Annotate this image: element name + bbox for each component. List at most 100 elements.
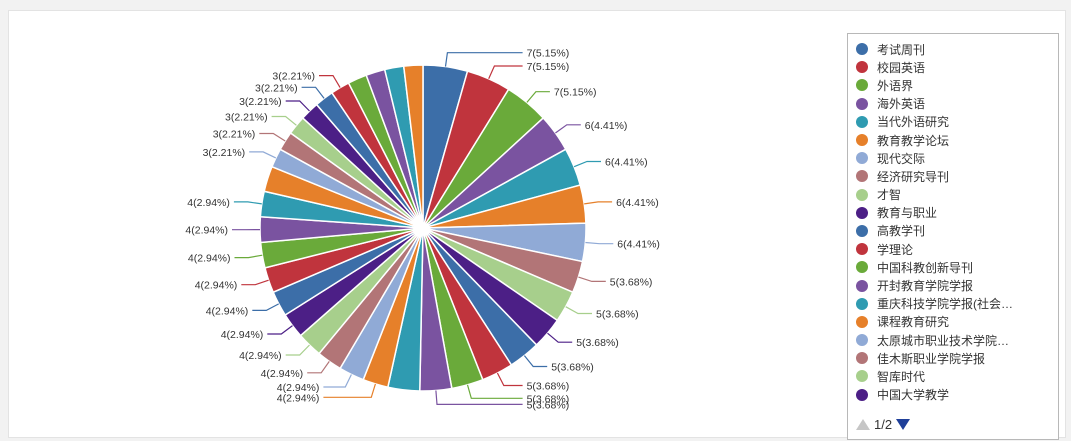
data-label: 7(5.15%) (527, 48, 570, 60)
legend-item[interactable]: 海外英语 (856, 95, 1052, 113)
label-leader-line (526, 91, 550, 103)
data-label: 4(2.94%) (239, 350, 282, 362)
pie-slice[interactable] (402, 64, 424, 229)
legend-item[interactable]: 中国大学教学 (856, 386, 1052, 404)
data-label: 5(3.68%) (610, 276, 653, 288)
label-leader-line (323, 374, 352, 388)
legend-label: 课程教育研究 (877, 315, 950, 330)
pie-chart: 7(5.15%)7(5.15%)7(5.15%)6(4.41%)6(4.41%)… (185, 48, 660, 412)
data-label: 6(4.41%) (605, 157, 648, 169)
data-label: 4(2.94%) (188, 253, 231, 265)
label-leader-line (307, 361, 330, 374)
data-label: 5(3.68%) (527, 381, 570, 393)
legend-swatch (856, 261, 868, 274)
label-leader-line (488, 65, 523, 80)
legend-label: 太原城市职业技术学院… (877, 333, 1010, 348)
legend-item[interactable]: 考试周刊 (856, 40, 1052, 58)
legend-item[interactable]: 太原城市职业技术学院… (856, 331, 1052, 349)
data-label: 5(3.68%) (596, 309, 639, 321)
pie-center (418, 223, 428, 233)
data-label: 5(3.68%) (551, 362, 594, 374)
label-leader-line (323, 383, 376, 398)
legend-item[interactable]: 现代交际 (856, 149, 1052, 167)
legend-swatch (856, 170, 868, 183)
legend-label: 外语界 (877, 78, 914, 93)
legend-label: 海外英语 (877, 97, 926, 112)
legend-label: 高教学刊 (877, 224, 926, 239)
label-leader-line (319, 74, 341, 88)
legend-item[interactable]: 高教学刊 (856, 222, 1052, 240)
legend-swatch (856, 97, 868, 110)
label-leader-line (267, 325, 293, 335)
legend-pager: 1/2 (856, 414, 911, 434)
data-label: 4(2.94%) (277, 382, 320, 394)
legend-item[interactable]: 教育教学论坛 (856, 131, 1052, 149)
data-label: 4(2.94%) (187, 197, 230, 209)
legend-swatch (856, 243, 868, 256)
legend-swatch (856, 79, 868, 92)
legend-swatch (856, 43, 868, 56)
legend-label: 智库时代 (877, 369, 926, 384)
legend-list: 考试周刊校园英语外语界海外英语当代外语研究 教育教学论坛现代交际 经济研究导刊才智教… (856, 40, 1052, 406)
legend-item[interactable]: 教育与职业 (856, 204, 1052, 222)
label-leader-line (285, 100, 310, 112)
data-label: 3(2.21%) (255, 82, 298, 94)
legend-item[interactable]: 经济研究导刊 (856, 167, 1052, 185)
legend-item[interactable]: 智库时代 (856, 367, 1052, 385)
legend-swatch (856, 297, 868, 310)
legend-label: 校园英语 (877, 60, 926, 75)
legend-swatch (856, 352, 868, 365)
legend-label: 考试周刊 (877, 42, 926, 57)
legend-swatch (856, 206, 868, 219)
data-label: 3(2.21%) (213, 129, 256, 141)
label-leader-line (241, 279, 269, 286)
legend-item[interactable]: 校园英语 (856, 58, 1052, 76)
legend-label: 开封教育学院学报 (877, 279, 974, 294)
data-label: 4(2.94%) (277, 392, 320, 404)
data-label: 6(4.41%) (617, 239, 660, 251)
label-leader-line (584, 201, 613, 205)
legend-item[interactable]: 当代外语研究 (856, 113, 1052, 131)
data-label: 3(2.21%) (272, 71, 315, 83)
legend-label: 中国科教创新导刊 (877, 260, 974, 275)
legend-label: 重庆科技学院学报(社会… (877, 297, 1013, 312)
legend-item[interactable]: 外语界 (856, 76, 1052, 94)
legend-item[interactable]: 佳木斯职业学院学报 (856, 349, 1052, 367)
data-label: 3(2.21%) (225, 112, 268, 124)
legend-swatch (856, 152, 868, 165)
label-leader-line (285, 344, 310, 356)
label-leader-line (585, 241, 614, 245)
legend-label: 才智 (877, 188, 902, 203)
label-leader-line (252, 303, 279, 311)
data-label: 4(2.94%) (261, 368, 304, 380)
legend-item[interactable]: 重庆科技学院学报(社会… (856, 295, 1052, 313)
label-leader-line (301, 86, 325, 99)
legend-label: 现代交际 (877, 151, 926, 166)
pager-next-icon[interactable] (896, 418, 911, 430)
label-leader-line (578, 276, 606, 282)
data-label: 6(4.41%) (616, 197, 659, 209)
legend: 考试周刊校园英语外语界海外英语当代外语研究 教育教学论坛现代交际 经济研究导刊才智教… (847, 33, 1059, 440)
legend-swatch (856, 134, 868, 147)
pager-prev-icon[interactable] (856, 418, 870, 430)
data-label: 4(2.94%) (206, 305, 249, 317)
legend-item[interactable]: 开封教育学院学报 (856, 276, 1052, 294)
legend-swatch (856, 334, 868, 347)
data-label: 3(2.21%) (203, 147, 246, 159)
label-leader-line (233, 201, 262, 205)
legend-swatch (856, 370, 868, 383)
legend-item[interactable]: 学理论 (856, 240, 1052, 258)
data-label: 5(3.68%) (527, 393, 570, 405)
chart-card: 7(5.15%) 7(5.15%) 7(5.15%) 6(4.41%) 6(4.41%)… (8, 10, 1066, 440)
legend-label: 佳木斯职业学院学报 (877, 351, 986, 366)
label-leader-line (259, 132, 286, 142)
legend-item[interactable]: 才智 (856, 186, 1052, 204)
legend-label: 当代外语研究 (877, 115, 950, 130)
legend-swatch (856, 115, 868, 128)
legend-item[interactable]: 课程教育研究 (856, 313, 1052, 331)
data-label: 7(5.15%) (554, 87, 597, 99)
legend-item[interactable]: 中国科教创新导刊 (856, 258, 1052, 276)
label-leader-line (234, 254, 263, 259)
label-leader-line (555, 124, 581, 134)
data-label: 4(2.94%) (185, 225, 228, 237)
